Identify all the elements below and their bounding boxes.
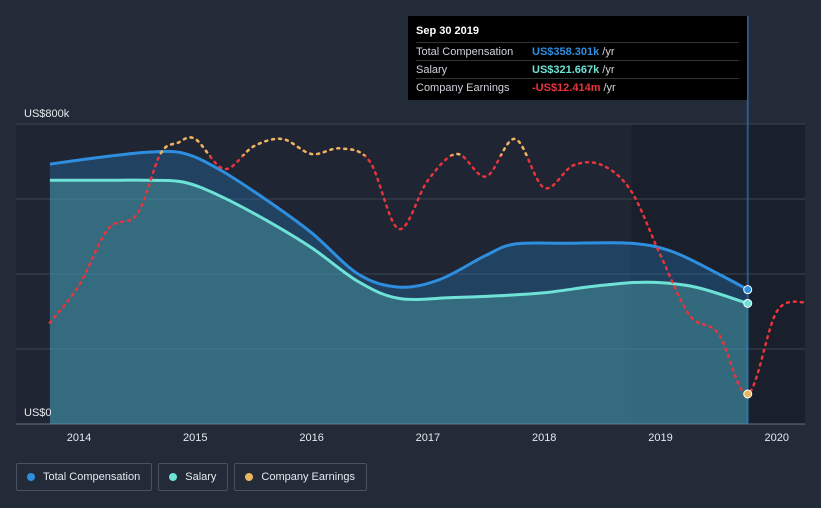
tooltip: Sep 30 2019 Total Compensation US$358.30… — [408, 16, 747, 100]
legend-label: Salary — [185, 471, 217, 483]
salary-point — [743, 298, 753, 308]
legend-dot-icon — [245, 473, 254, 481]
tooltip-unit: /yr — [602, 45, 615, 58]
total-compensation-line — [49, 149, 749, 291]
y-axis-min-label: US$0 — [24, 407, 52, 419]
legend-item-total-compensation[interactable]: Total Compensation — [16, 463, 153, 491]
legend-label: Company Earnings — [261, 471, 355, 483]
legend-item-salary[interactable]: Salary — [158, 463, 229, 491]
tooltip-row-total-compensation: Total Compensation US$358.301k /yr — [416, 42, 739, 60]
tooltip-unit: /yr — [602, 63, 615, 76]
tooltip-row-salary: Salary US$321.667k /yr — [416, 60, 739, 78]
salary-area — [49, 180, 748, 424]
company-earnings-point — [743, 389, 753, 399]
company-earnings-line — [48, 136, 808, 396]
salary-line — [49, 178, 749, 305]
tooltip-date: Sep 30 2019 — [416, 25, 479, 37]
tooltip-label: Salary — [416, 63, 448, 76]
tooltip-unit: /yr — [603, 81, 616, 94]
tooltip-value: US$358.301k — [532, 45, 600, 58]
legend-label: Total Compensation — [43, 471, 141, 483]
legend-item-company-earnings[interactable]: Company Earnings — [234, 463, 367, 491]
tooltip-value: -US$12.414m — [532, 81, 601, 94]
x-tick-label: 2014 — [67, 432, 91, 444]
tooltip-label: Company Earnings — [416, 81, 510, 94]
hover-line — [746, 16, 749, 424]
chart-plot: US$800k US$0 2014 2015 2016 2017 2018 2019 202… — [16, 16, 808, 444]
x-tick-label: 2016 — [299, 432, 323, 444]
legend-dot-icon — [169, 473, 178, 481]
x-tick-label: 2018 — [532, 432, 556, 444]
x-tick-label: 2020 — [765, 432, 789, 444]
total-compensation-point — [743, 285, 753, 295]
tooltip-label: Total Compensation — [416, 45, 514, 58]
legend: Total Compensation Salary Company Earnin… — [16, 463, 367, 491]
tooltip-value: US$321.667k — [532, 63, 600, 76]
y-axis-max-label: US$800k — [24, 108, 70, 120]
legend-dot-icon — [27, 473, 35, 481]
x-tick-label: 2019 — [648, 432, 672, 444]
tooltip-row-company-earnings: Company Earnings -US$12.414m /yr — [416, 78, 739, 96]
x-tick-label: 2015 — [183, 432, 207, 444]
x-tick-label: 2017 — [416, 432, 440, 444]
